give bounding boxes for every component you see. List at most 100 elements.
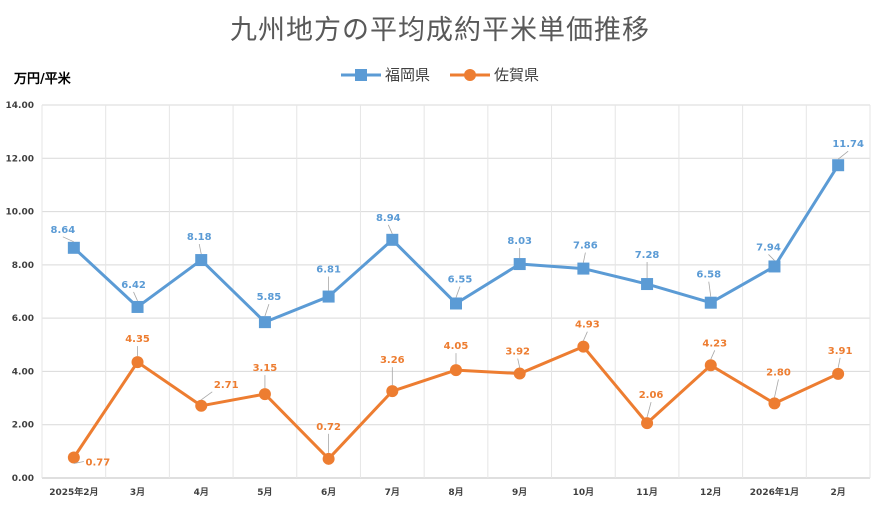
data-point-square — [195, 254, 208, 267]
data-label: 8.94 — [376, 213, 401, 224]
data-label: 6.42 — [121, 280, 146, 291]
data-label-leader — [198, 243, 202, 255]
data-label: 6.81 — [316, 265, 341, 276]
data-point-circle — [258, 388, 271, 401]
y-tick-label: 6.00 — [12, 314, 34, 324]
x-tick-label: 3月 — [130, 487, 145, 498]
data-label: 6.58 — [696, 270, 721, 281]
data-label: 3.26 — [380, 355, 405, 366]
data-point-circle — [67, 451, 80, 464]
data-label: 4.05 — [444, 341, 469, 352]
data-label: 11.74 — [832, 139, 864, 150]
data-label: 7.94 — [756, 242, 781, 253]
data-point-square — [450, 297, 462, 310]
data-label: 4.93 — [575, 320, 600, 331]
data-label-leader — [646, 402, 652, 418]
data-point-square — [131, 300, 144, 313]
data-point-square — [704, 296, 717, 309]
data-point-circle — [131, 356, 144, 369]
y-tick-label: 4.00 — [12, 367, 34, 377]
data-label-leader — [133, 291, 138, 302]
data-point-circle — [577, 340, 590, 353]
data-label: 7.28 — [635, 250, 660, 261]
data-point-square — [577, 262, 590, 275]
data-point-square — [768, 260, 781, 273]
data-label-leader — [264, 304, 270, 317]
legend-marker-square-icon — [340, 68, 381, 81]
data-label: 4.23 — [702, 338, 727, 349]
chart-title: 九州地方の平均成約平米単価推移 — [230, 15, 650, 46]
x-tick-label: 2026年1月 — [750, 486, 799, 498]
data-label-leader — [517, 358, 521, 368]
data-label: 0.72 — [316, 422, 341, 433]
data-label-leader — [768, 254, 775, 261]
data-label-leader — [582, 252, 586, 263]
data-point-circle — [641, 417, 654, 430]
x-tick-label: 2025年2月 — [49, 486, 98, 498]
data-label-leader — [62, 236, 75, 243]
data-label: 8.64 — [51, 225, 76, 236]
data-label-leader — [708, 281, 712, 297]
data-label: 6.55 — [448, 274, 473, 285]
data-label-leader — [200, 391, 213, 401]
x-tick-label: 6月 — [321, 487, 336, 498]
y-tick-label: 10.00 — [6, 208, 34, 218]
data-point-circle — [386, 385, 399, 398]
y-tick-label: 12.00 — [6, 154, 34, 164]
data-label-leader — [73, 461, 84, 464]
data-point-circle — [704, 359, 717, 372]
data-label: 7.86 — [573, 241, 598, 252]
legend-label-saga: 佐賀県 — [494, 66, 540, 84]
data-point-square — [832, 159, 845, 172]
data-label: 3.91 — [828, 346, 853, 357]
x-tick-label: 10月 — [573, 487, 595, 498]
data-label-leader — [387, 224, 393, 234]
data-label: 8.03 — [507, 236, 532, 247]
data-point-circle — [450, 364, 462, 377]
data-point-square — [641, 278, 654, 291]
data-label: 4.35 — [125, 334, 150, 345]
legend-label-fukuoka: 福岡県 — [384, 66, 430, 84]
data-label: 8.18 — [187, 232, 212, 243]
data-label: 0.77 — [86, 457, 111, 468]
legend-item-fukuoka: 福岡県 — [340, 64, 430, 85]
y-tick-label: 2.00 — [12, 421, 34, 431]
data-label-leader — [774, 379, 779, 398]
x-tick-label: 12月 — [700, 487, 722, 498]
data-label: 2.71 — [214, 380, 239, 391]
x-tick-label: 8月 — [448, 487, 463, 498]
data-point-circle — [322, 452, 335, 465]
data-label-leader — [583, 331, 588, 341]
data-label-leader — [837, 150, 849, 160]
data-label: 3.15 — [253, 363, 278, 374]
data-label: 5.85 — [257, 292, 282, 303]
x-tick-label: 7月 — [385, 487, 400, 498]
y-tick-label: 8.00 — [12, 261, 34, 271]
x-tick-label: 4月 — [194, 487, 209, 498]
data-point-circle — [195, 399, 208, 412]
data-point-circle — [513, 367, 526, 380]
data-point-square — [258, 316, 271, 329]
x-tick-label: 2月 — [831, 487, 846, 498]
data-point-circle — [768, 397, 781, 410]
data-point-circle — [832, 367, 845, 380]
y-axis-unit-label: 万円/平米 — [14, 72, 71, 87]
data-label: 2.80 — [766, 367, 791, 378]
legend: 福岡県 佐賀県 — [0, 64, 880, 85]
data-point-square — [322, 290, 335, 303]
x-tick-label: 11月 — [636, 487, 658, 498]
data-label-leader — [455, 286, 461, 298]
y-tick-label: 0.00 — [12, 474, 34, 484]
data-point-square — [513, 258, 526, 271]
data-label: 3.92 — [505, 347, 530, 358]
data-label-leader — [710, 350, 716, 360]
data-point-square — [67, 241, 80, 254]
legend-item-saga: 佐賀県 — [450, 64, 539, 85]
x-tick-label: 5月 — [257, 487, 272, 498]
data-label-leader — [837, 357, 841, 368]
data-point-square — [386, 233, 399, 246]
x-tick-label: 9月 — [512, 487, 527, 498]
legend-marker-circle-icon — [450, 68, 490, 81]
y-tick-label: 14.00 — [6, 101, 34, 111]
